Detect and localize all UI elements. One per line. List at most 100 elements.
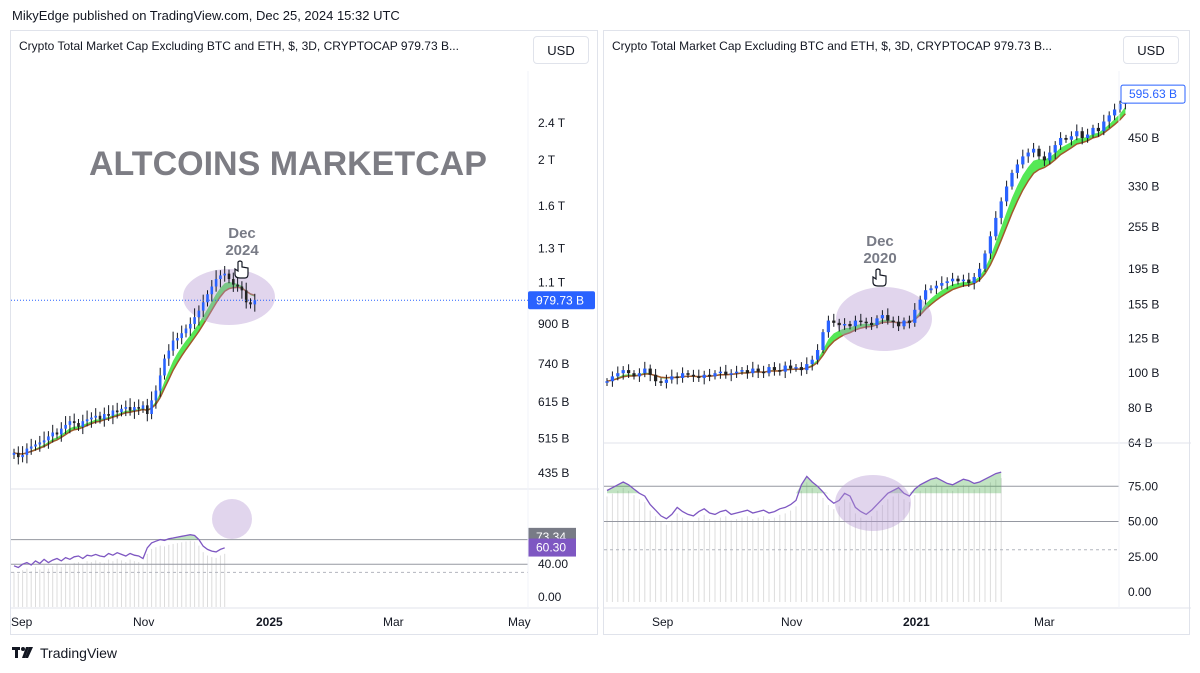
candle-body: [740, 370, 744, 372]
candle-body: [12, 452, 16, 455]
candle-body: [853, 320, 858, 327]
candle-body: [859, 320, 863, 323]
left-chart-panel[interactable]: Crypto Total Market Cap Excluding BTC an…: [10, 30, 599, 635]
candle-body: [664, 379, 669, 383]
left-currency-button[interactable]: USD: [533, 36, 589, 64]
candle-body: [55, 432, 59, 435]
candle-body: [249, 302, 252, 305]
candle-body: [983, 253, 987, 269]
right-currency-button[interactable]: USD: [1123, 36, 1179, 64]
footer-brand: TradingView: [12, 645, 117, 661]
rsi-axis-label: 50.00: [1128, 515, 1158, 529]
candle-body: [111, 410, 115, 416]
price-tag-text: 595.63 B: [1129, 87, 1177, 101]
annotation-month: Dec: [228, 225, 256, 242]
candle-body: [1064, 137, 1068, 140]
annotation-year: 2020: [863, 250, 896, 267]
price-axis-label: 2.4 T: [538, 116, 566, 130]
candle-body: [38, 442, 42, 445]
candle-body: [236, 284, 239, 287]
candle-body: [832, 320, 836, 323]
price-tag-bg: [528, 291, 595, 310]
candle-body: [713, 373, 717, 377]
candle-body: [150, 400, 153, 415]
candle-body: [1118, 103, 1122, 110]
right-chart-panel[interactable]: Crypto Total Market Cap Excluding BTC an…: [603, 30, 1191, 635]
candle-body: [1058, 137, 1063, 146]
candle-body: [154, 390, 158, 401]
candle-body: [180, 333, 183, 339]
candle-body: [626, 370, 631, 374]
candle-body: [961, 279, 966, 282]
price-axis-label: 125 B: [1128, 331, 1159, 345]
candle-body: [1021, 156, 1025, 165]
candle-body: [133, 407, 136, 411]
candle-body: [72, 421, 76, 424]
candle-body: [1112, 109, 1117, 116]
candle-body: [201, 302, 205, 311]
time-axis-label: Nov: [781, 615, 802, 629]
candle-body: [783, 365, 787, 372]
hand-cursor-icon: [872, 268, 887, 287]
rsi-axis-label: 25.00: [1128, 550, 1158, 564]
candle-body: [659, 381, 663, 383]
price-tag-text: 979.73 B: [536, 293, 584, 307]
candle-body: [115, 410, 119, 413]
candle-body: [691, 374, 696, 377]
candle-body: [977, 268, 982, 278]
price-axis-label: 80 B: [1128, 401, 1153, 415]
candle-body: [934, 285, 939, 289]
candle-body: [34, 444, 37, 447]
candle-body: [972, 277, 976, 284]
time-axis-label: Sep: [652, 615, 674, 629]
candle-body: [724, 371, 728, 375]
candle-body: [799, 367, 804, 371]
candle-body: [120, 408, 123, 413]
candle-body: [1031, 148, 1036, 153]
time-axis-label: Mar: [383, 615, 404, 629]
candle-body: [680, 373, 685, 378]
left-chart-svg: 2.4 T 2 T 1.6 T 1.3 T 1.1 T 900 B 740 B 615 B 51…: [11, 71, 599, 629]
rsi-axis-label: 0.00: [1128, 585, 1152, 599]
candle-body: [826, 320, 831, 333]
candle-body: [929, 288, 933, 291]
time-axis-label: 2021: [903, 615, 930, 629]
candle-body: [51, 432, 54, 437]
candle-body: [697, 376, 701, 378]
price-axis-label: 515 B: [538, 431, 569, 445]
candle-body: [886, 315, 890, 321]
candle-body: [918, 299, 922, 310]
annotation-month: Dec: [866, 233, 894, 250]
candle-body: [47, 436, 50, 441]
candle-body: [1037, 148, 1041, 157]
time-axis-label: Mar: [1034, 615, 1055, 629]
candle-body: [702, 374, 706, 378]
candle-body: [637, 373, 642, 377]
rsi-tag-bg: [528, 538, 576, 557]
candle-body: [1085, 134, 1090, 138]
rsi-axis-label: 75.00: [1128, 479, 1158, 493]
price-axis-label: 100 B: [1128, 366, 1159, 380]
candle-body: [718, 371, 723, 374]
candle-body: [1096, 127, 1101, 132]
candle-body: [64, 424, 67, 429]
candle-body: [189, 323, 192, 329]
candle-body: [864, 321, 868, 324]
rsi-tag-text: 60.30: [536, 541, 566, 555]
rsi-axis-label: 40.00: [538, 557, 568, 571]
candle-body: [610, 376, 615, 382]
candle-body: [146, 405, 149, 415]
candle-body: [1075, 131, 1079, 137]
candle-body: [956, 278, 960, 282]
candle-body: [206, 294, 209, 303]
candle-body: [1102, 121, 1106, 132]
candle-body: [77, 423, 80, 427]
candle-body: [21, 454, 24, 458]
candle-body: [767, 367, 771, 374]
candle-body: [29, 446, 33, 449]
price-axis-label: 1.3 T: [538, 241, 566, 255]
candle-body: [210, 286, 214, 295]
publisher-header: MikyEdge published on TradingView.com, D…: [12, 8, 400, 23]
price-axis-label: 255 B: [1128, 220, 1159, 234]
